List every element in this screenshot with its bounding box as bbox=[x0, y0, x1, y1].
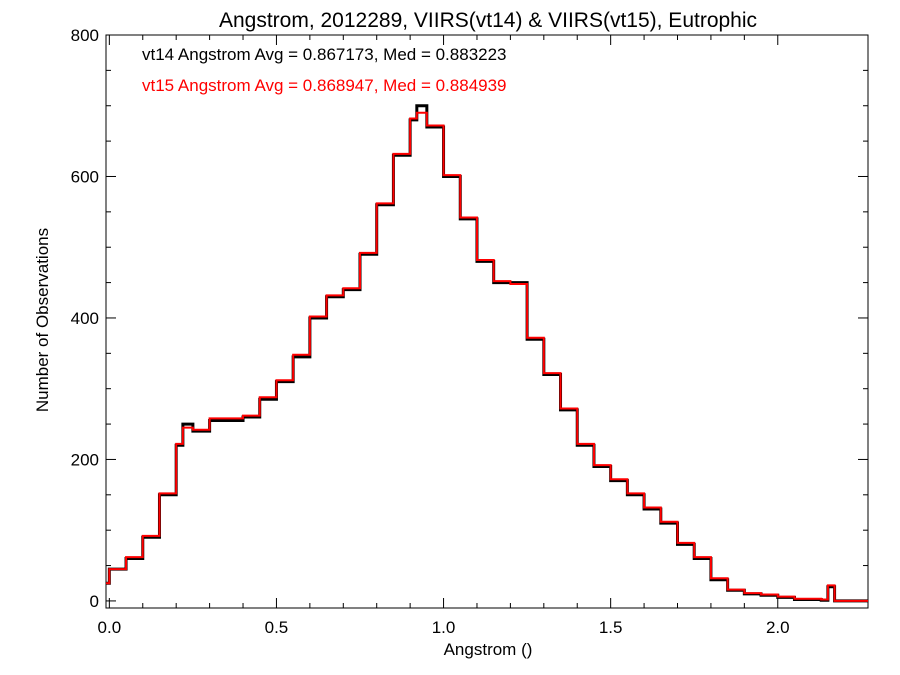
y-tick-label: 400 bbox=[71, 309, 99, 328]
y-axis-label: Number of Observations bbox=[33, 228, 52, 412]
x-tick-label: 1.0 bbox=[432, 618, 456, 637]
y-tick-label: 600 bbox=[71, 167, 99, 186]
x-axis-label: Angstrom () bbox=[444, 640, 533, 659]
x-tick-label: 0.0 bbox=[98, 618, 122, 637]
y-tick-label: 800 bbox=[71, 26, 99, 45]
x-tick-label: 2.0 bbox=[766, 618, 790, 637]
series-vt15-line bbox=[106, 111, 868, 602]
chart-title: Angstrom, 2012289, VIIRS(vt14) & VIIRS(v… bbox=[219, 9, 757, 32]
y-tick-label: 0 bbox=[90, 592, 99, 611]
plot-frame bbox=[105, 34, 869, 609]
x-tick-label: 0.5 bbox=[265, 618, 289, 637]
annotation-vt15-stats: vt15 Angstrom Avg = 0.868947, Med = 0.88… bbox=[142, 76, 507, 95]
y-tick-label: 200 bbox=[71, 450, 99, 469]
series-group bbox=[106, 104, 868, 603]
axis-ticks: 0.0 0.5 1.0 1.5 2.0 0 200 400 600 800 bbox=[71, 26, 868, 637]
series-vt14-line bbox=[106, 104, 868, 603]
annotation-vt14-stats: vt14 Angstrom Avg = 0.867173, Med = 0.88… bbox=[142, 45, 507, 64]
x-tick-label: 1.5 bbox=[599, 618, 623, 637]
